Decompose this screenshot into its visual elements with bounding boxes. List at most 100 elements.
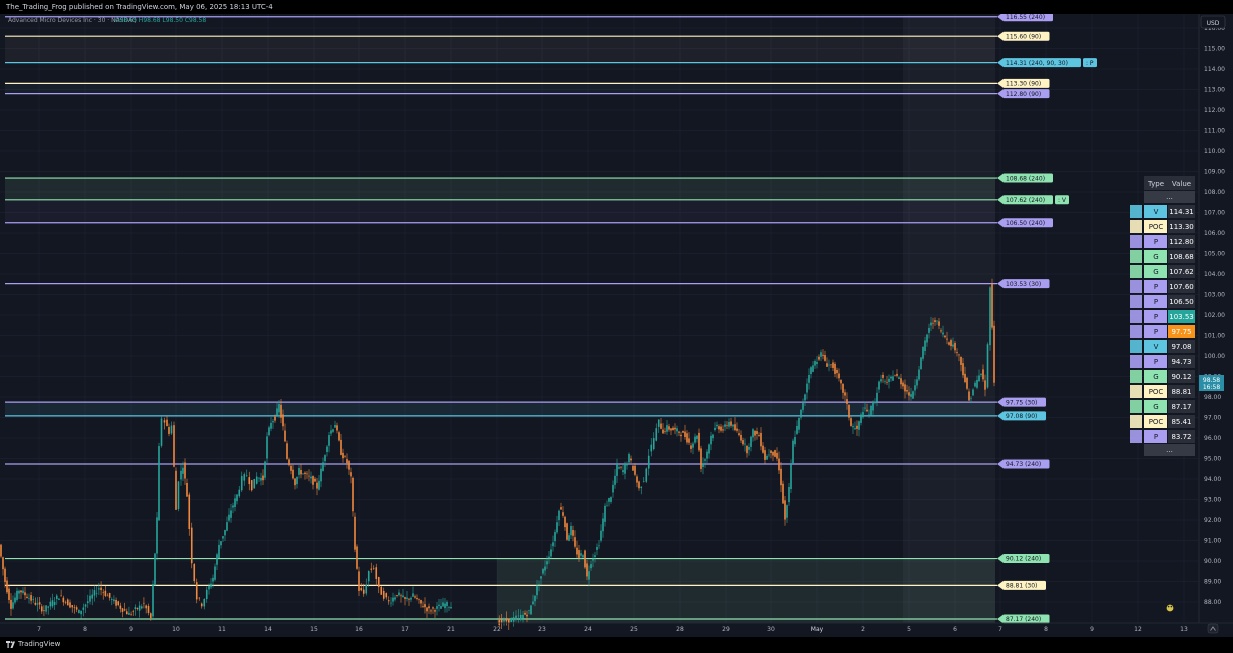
candle-body bbox=[776, 452, 778, 459]
candle-body bbox=[253, 479, 256, 489]
candle-body bbox=[556, 522, 558, 533]
candle-body bbox=[350, 472, 352, 477]
scroll-to-end-icon[interactable] bbox=[1207, 623, 1219, 634]
x-tick-label: 12 bbox=[1134, 626, 1142, 633]
chart-background bbox=[0, 14, 1233, 637]
y-tick-label: 110.00 bbox=[1204, 148, 1225, 155]
level-label-arrow bbox=[997, 58, 1003, 68]
candle-body bbox=[756, 431, 758, 434]
candle-body bbox=[762, 445, 764, 453]
level-zone bbox=[5, 402, 995, 416]
candle-body bbox=[36, 603, 39, 605]
candle-body bbox=[282, 414, 284, 427]
candle-body bbox=[186, 482, 188, 497]
candle-body bbox=[113, 599, 115, 602]
candle-body bbox=[598, 545, 600, 547]
candle-body bbox=[782, 483, 784, 504]
x-tick-label: 14 bbox=[264, 626, 272, 633]
candle-body bbox=[168, 426, 170, 434]
candle-body bbox=[840, 379, 842, 384]
candle-body bbox=[358, 571, 360, 591]
candle-body bbox=[610, 497, 612, 502]
candle-body bbox=[143, 602, 145, 604]
x-tick-label: 16 bbox=[355, 626, 363, 633]
y-tick-label: 111.00 bbox=[1204, 128, 1225, 135]
candle-body bbox=[128, 612, 130, 615]
candle-body bbox=[616, 464, 618, 476]
currency-badge[interactable]: USD bbox=[1200, 15, 1226, 29]
candle-body bbox=[846, 399, 848, 404]
price-chart[interactable]: Advanced Micro Devices Inc · 30 · NASDAQ… bbox=[0, 14, 1233, 637]
table-value-cell bbox=[1168, 340, 1195, 353]
candle-body bbox=[968, 391, 970, 401]
candle-body bbox=[536, 585, 538, 596]
candle-body bbox=[134, 607, 137, 609]
candle-body bbox=[794, 436, 796, 445]
candle-body bbox=[334, 425, 336, 428]
candle-body bbox=[768, 454, 770, 456]
candle-body bbox=[970, 397, 972, 399]
candle-body bbox=[842, 383, 844, 393]
table-value: 114.31 bbox=[1169, 208, 1194, 216]
candle-body bbox=[380, 586, 383, 595]
table-value-cell bbox=[1168, 385, 1195, 398]
candle-body bbox=[342, 452, 344, 459]
candle-body bbox=[0, 544, 2, 557]
level-zone bbox=[5, 178, 995, 200]
level-suffix: : P bbox=[1086, 60, 1094, 67]
candle-body bbox=[152, 584, 154, 617]
candle-body bbox=[668, 426, 670, 430]
candle-body bbox=[12, 602, 14, 609]
candle-body bbox=[760, 432, 762, 447]
candle-body bbox=[272, 421, 274, 423]
candle-body bbox=[266, 436, 268, 459]
candle-body bbox=[618, 467, 620, 469]
candle-body bbox=[860, 414, 862, 423]
candle-body bbox=[734, 424, 736, 431]
x-tick-label: May bbox=[811, 626, 824, 633]
level-label-box bbox=[1003, 78, 1050, 88]
candle-body bbox=[324, 455, 326, 462]
candle-body bbox=[818, 356, 820, 360]
candle-body bbox=[788, 486, 790, 503]
candle-body bbox=[8, 588, 10, 601]
candle-body bbox=[991, 283, 993, 328]
table-type-cell bbox=[1144, 340, 1167, 353]
level-zone bbox=[5, 36, 995, 63]
candle-body bbox=[115, 599, 117, 606]
table-type: POC bbox=[1149, 418, 1164, 426]
candle-body bbox=[298, 468, 300, 475]
candle-body bbox=[690, 445, 692, 449]
ohlc-readout: O98.65 H98.68 L98.50 C98.58 bbox=[115, 17, 206, 24]
candle-body bbox=[154, 553, 156, 585]
candle-body bbox=[100, 587, 102, 591]
candle-body bbox=[43, 610, 45, 611]
y-tick-label: 104.00 bbox=[1204, 271, 1225, 278]
table-type-cell bbox=[1144, 355, 1167, 368]
candle-body bbox=[448, 607, 450, 608]
candle-body bbox=[960, 356, 962, 365]
candle-body bbox=[432, 607, 434, 609]
y-tick-label: 97.00 bbox=[1204, 415, 1221, 422]
candle-body bbox=[566, 523, 568, 540]
candle-body bbox=[276, 408, 278, 416]
candle-body bbox=[288, 459, 290, 466]
table-value-cell bbox=[1168, 250, 1195, 263]
candle-body bbox=[692, 443, 694, 448]
candle-body bbox=[173, 425, 175, 467]
candle-body bbox=[878, 381, 880, 390]
candle-body bbox=[308, 475, 310, 477]
time-axis[interactable]: 7 8 9 10 11 14 15 16 17 21 22 23 24 25 28 29 30 May 2 5 6 7 8 9… bbox=[0, 622, 1233, 633]
candle-body bbox=[730, 421, 732, 426]
candle-body bbox=[694, 436, 696, 443]
candle-body bbox=[584, 550, 586, 568]
table-type-cell bbox=[1144, 235, 1167, 248]
candle-body bbox=[294, 478, 296, 486]
candle-body bbox=[888, 378, 890, 382]
candle-body bbox=[766, 455, 768, 460]
candle-body bbox=[844, 392, 846, 396]
candle-body bbox=[926, 334, 928, 343]
candle-body bbox=[526, 614, 528, 617]
candle-body bbox=[444, 603, 446, 609]
candle-body bbox=[312, 476, 314, 485]
